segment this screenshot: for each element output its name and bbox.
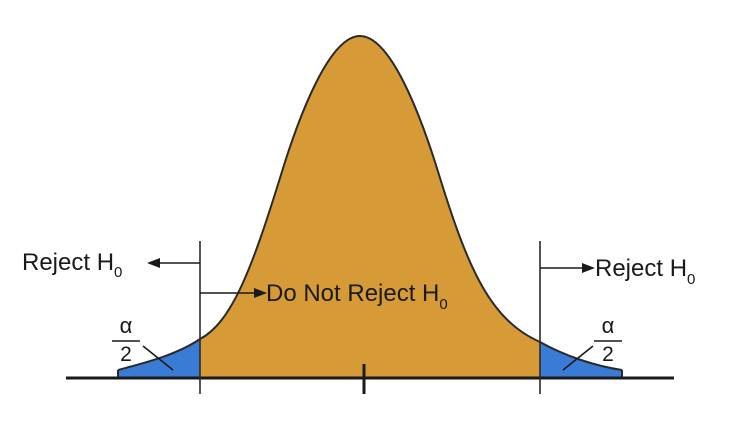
do-not-reject-label: Do Not Reject H0 xyxy=(266,280,448,313)
reject-left-label: Reject H0 xyxy=(22,249,122,281)
normal-curve xyxy=(117,34,623,371)
reject-right-arrowhead xyxy=(582,263,595,273)
reject-right-label: Reject H0 xyxy=(595,255,695,288)
right-alpha-denominator: 2 xyxy=(602,343,614,366)
reject-left-arrowhead xyxy=(147,258,160,268)
right-alpha-numerator: α xyxy=(602,313,615,338)
right-rejection-region xyxy=(540,342,622,378)
right-tail-fraction: α 2 xyxy=(562,313,622,371)
left-fraction-pointer xyxy=(142,345,174,371)
left-tail-fraction: α 2 xyxy=(112,313,174,371)
right-fraction-pointer xyxy=(562,345,594,371)
left-alpha-numerator: α xyxy=(120,313,133,338)
acceptance-region xyxy=(200,36,540,378)
left-alpha-denominator: 2 xyxy=(120,343,132,366)
do-not-reject-arrowhead xyxy=(254,288,267,298)
